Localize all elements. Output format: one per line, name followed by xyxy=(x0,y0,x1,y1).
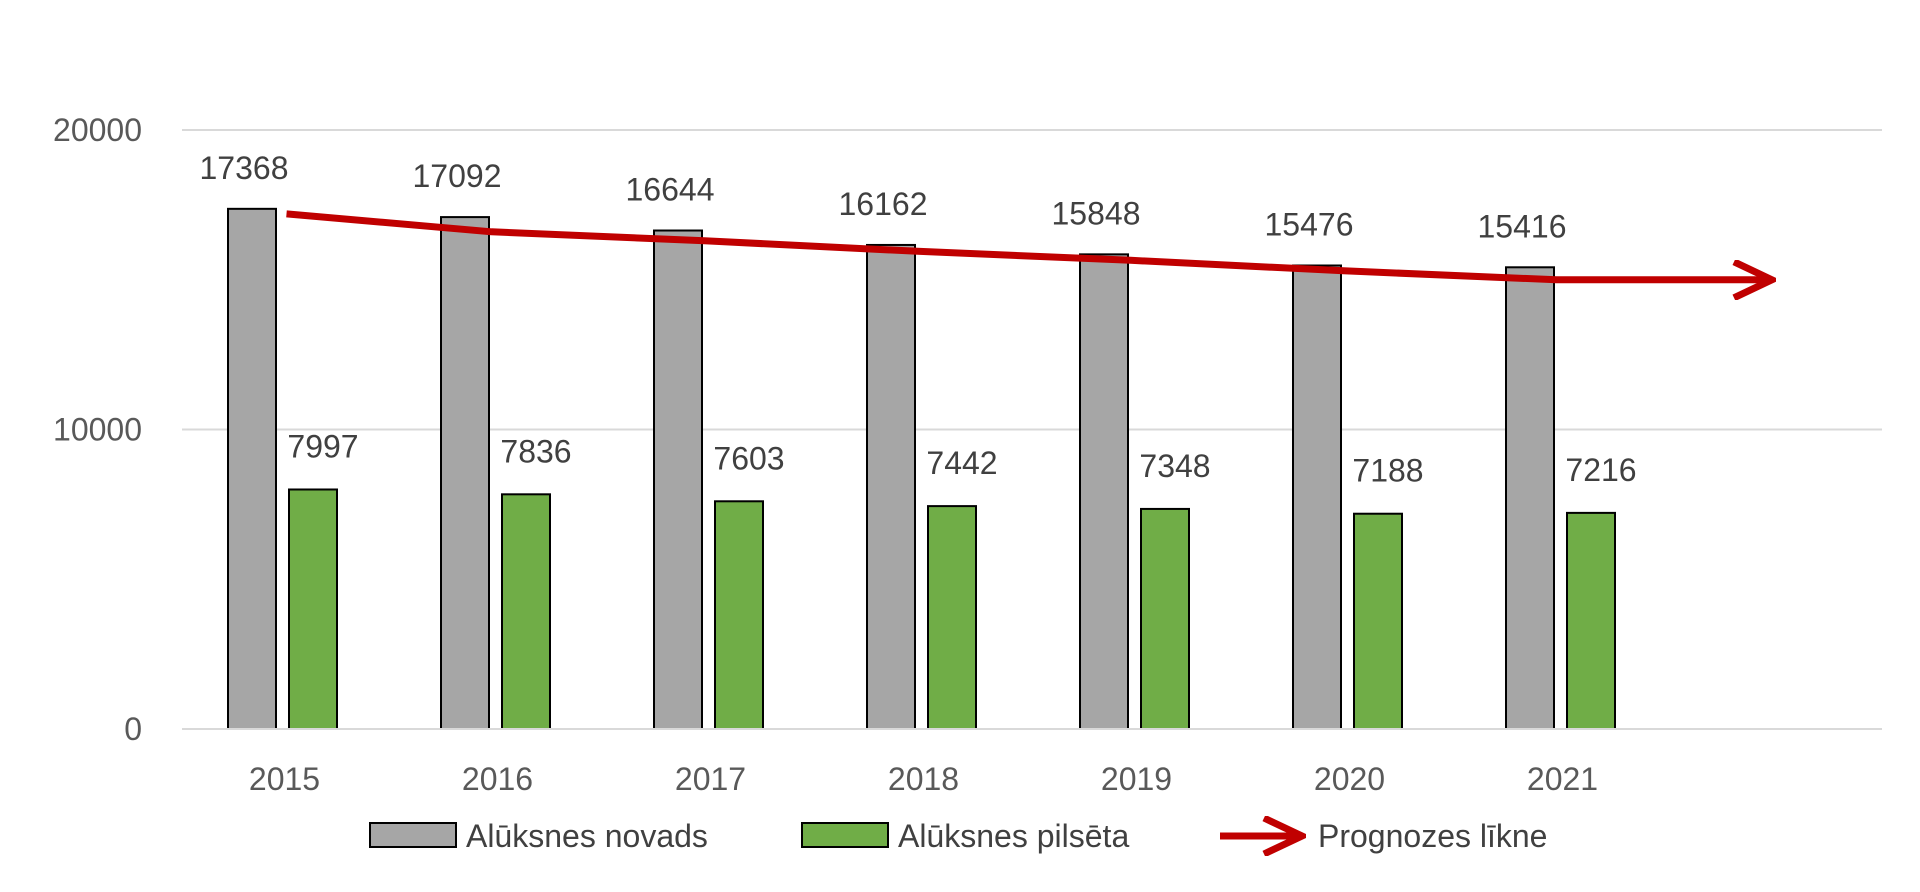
bar xyxy=(1353,512,1403,731)
bar xyxy=(1140,507,1190,730)
x-tick-label: 2015 xyxy=(249,761,320,797)
data-label: 7188 xyxy=(1352,453,1423,489)
data-label: 7348 xyxy=(1139,448,1210,484)
bar xyxy=(288,488,338,730)
legend-swatch xyxy=(801,822,889,848)
bar xyxy=(227,207,277,730)
data-label: 7997 xyxy=(287,428,358,464)
x-tick-label: 2021 xyxy=(1527,761,1598,797)
data-label: 15476 xyxy=(1265,206,1354,242)
bar xyxy=(714,500,764,731)
bar xyxy=(653,229,703,730)
x-tick-label: 2016 xyxy=(462,761,533,797)
data-label: 7836 xyxy=(500,433,571,469)
data-label: 16644 xyxy=(626,172,715,208)
data-label: 15848 xyxy=(1052,195,1141,231)
legend-swatch xyxy=(369,822,457,848)
bar xyxy=(927,505,977,730)
data-label: 15416 xyxy=(1478,208,1567,244)
bar xyxy=(501,493,551,730)
data-label: 17092 xyxy=(413,158,502,194)
data-label: 7442 xyxy=(926,445,997,481)
y-axis: 0 10000 20000 xyxy=(53,112,142,747)
legend: Alūksnes novads Alūksnes pilsēta Prognozes… xyxy=(369,818,1547,854)
x-tick-label: 2019 xyxy=(1101,761,1172,797)
y-tick-label: 20000 xyxy=(53,112,142,148)
data-label: 7216 xyxy=(1565,452,1636,488)
data-label: 17368 xyxy=(200,150,289,186)
bar xyxy=(1079,253,1129,731)
data-labels: 17368 17092 16644 16162 15848 15476 15416 7997 7… xyxy=(200,150,1637,489)
x-tick-label: 2018 xyxy=(888,761,959,797)
y-tick-label: 0 xyxy=(124,711,142,747)
x-tick-label: 2020 xyxy=(1314,761,1385,797)
x-axis: 2015 2016 2017 2018 2019 2020 2021 xyxy=(182,728,1882,797)
trend-line-path xyxy=(286,210,1773,280)
bar xyxy=(440,216,490,730)
x-tick-label: 2017 xyxy=(675,761,746,797)
bar xyxy=(1292,264,1342,730)
bar xyxy=(1505,266,1555,730)
y-tick-label: 10000 xyxy=(53,412,142,448)
trend-line xyxy=(286,210,1773,280)
bars xyxy=(227,207,1616,731)
bar xyxy=(1566,511,1616,730)
data-label: 16162 xyxy=(839,186,928,222)
bar xyxy=(866,243,916,731)
data-label: 7603 xyxy=(713,440,784,476)
legend-label: Alūksnes pilsēta xyxy=(898,818,1129,854)
legend-label: Alūksnes novads xyxy=(466,818,708,854)
legend-label: Prognozes līkne xyxy=(1318,818,1547,854)
